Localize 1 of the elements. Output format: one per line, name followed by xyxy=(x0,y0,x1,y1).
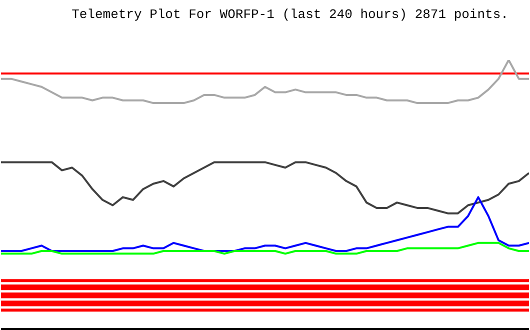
chart-title: Telemetry Plot For WORFP-1 (last 240 hours) 2871 points. xyxy=(70,6,510,24)
